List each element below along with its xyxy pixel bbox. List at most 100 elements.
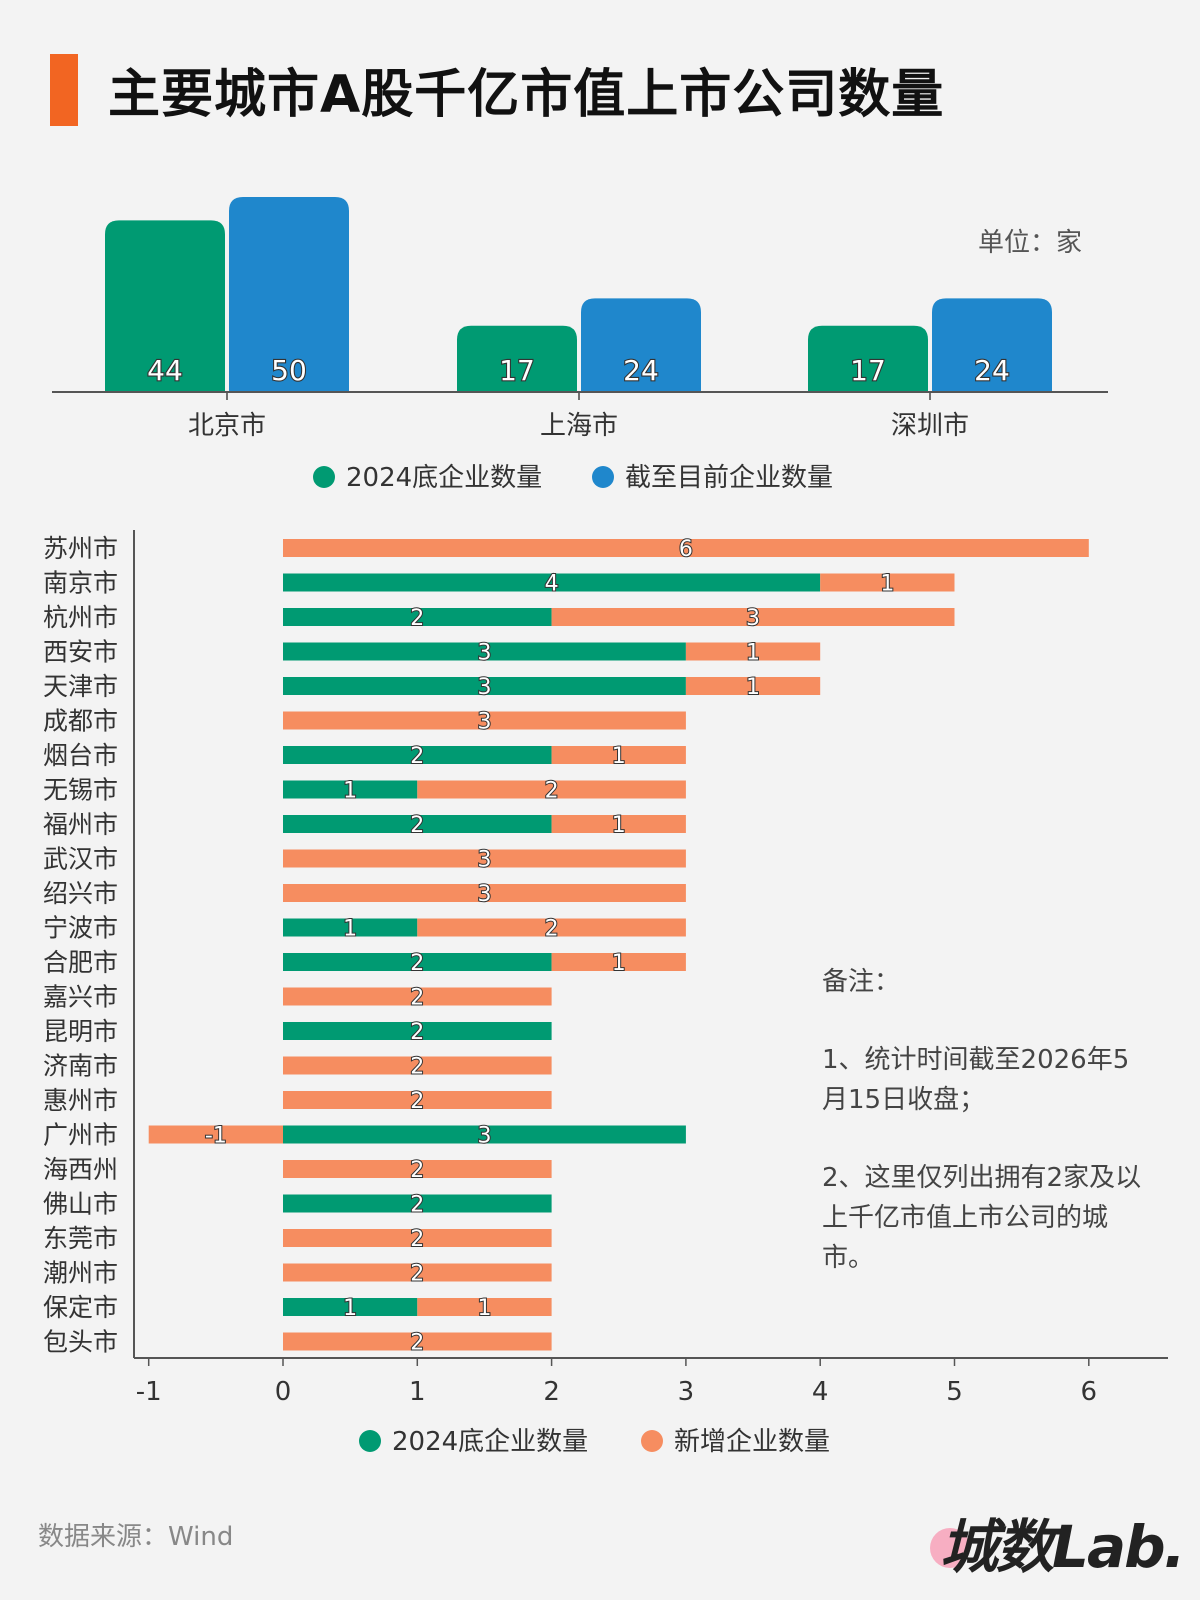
bar-new xyxy=(283,1160,552,1178)
category-label: 深圳市 xyxy=(891,411,969,441)
bar-new-label: 3 xyxy=(477,848,491,873)
bar-2024-label: 3 xyxy=(477,641,491,666)
bar-2024-label: 4 xyxy=(545,572,559,597)
city-label: 惠州市 xyxy=(43,1086,118,1115)
note-heading: 备注： xyxy=(822,967,901,997)
data-label: 17 xyxy=(499,354,535,387)
bar-new xyxy=(148,1125,283,1144)
bar xyxy=(932,298,1052,392)
city-label: 绍兴市 xyxy=(43,879,118,908)
bar-new xyxy=(283,1229,552,1247)
bar-new-label: 1 xyxy=(746,641,760,666)
bar-new-label: 1 xyxy=(612,813,626,838)
bar-2024 xyxy=(283,1022,552,1040)
city-label: 烟台市 xyxy=(43,741,118,770)
bar-new xyxy=(685,642,821,661)
bar-new xyxy=(283,987,552,1006)
bar xyxy=(105,220,225,392)
city-label: 包头市 xyxy=(43,1328,118,1357)
data-label: 24 xyxy=(974,354,1010,387)
city-label: 潮州市 xyxy=(43,1259,118,1288)
data-label: 17 xyxy=(850,354,886,387)
legend-swatch-green xyxy=(313,466,335,488)
x-tick-label: 1 xyxy=(409,1377,426,1407)
bottom-stacked-bar-chart: 苏州市 6 南京市 4 1 杭州市 2 3 西安市 3 1 天津市 3 1 成都市 3 烟台市 2 1 无锡市 1 2 福州… xyxy=(43,530,1168,1457)
note-line-1: 1、统计时间截至2026年5月15日收盘； xyxy=(822,1045,1130,1115)
legend-label: 2024底企业数量 xyxy=(346,463,542,493)
x-tick-label: 0 xyxy=(275,1377,292,1407)
bar-2024-label: 2 xyxy=(410,1193,424,1218)
legend-label: 2024底企业数量 xyxy=(392,1427,588,1457)
legend-swatch-blue xyxy=(592,466,614,488)
logo-dot xyxy=(930,1528,970,1568)
bar-2024 xyxy=(283,573,821,592)
page-title: 主要城市A股千亿市值上市公司数量 xyxy=(108,65,945,125)
city-label: 嘉兴市 xyxy=(43,983,118,1012)
x-tick-label: 2 xyxy=(543,1377,560,1407)
bar-new-label: 2 xyxy=(410,1158,424,1183)
city-label: 昆明市 xyxy=(43,1017,118,1046)
bar-2024-label: 2 xyxy=(410,1020,424,1045)
bar-2024-label: 2 xyxy=(410,606,424,631)
city-label: 苏州市 xyxy=(43,534,118,563)
x-tick-label: 4 xyxy=(812,1377,829,1407)
bar-new-label: 1 xyxy=(746,675,760,700)
city-label: 保定市 xyxy=(43,1293,118,1322)
bar-new xyxy=(417,780,686,799)
city-label: 广州市 xyxy=(43,1121,118,1150)
bar-new-label: 2 xyxy=(410,1227,424,1252)
bar-new-label: 1 xyxy=(612,744,626,769)
bar-new-label: 3 xyxy=(477,710,491,735)
bar-new xyxy=(283,1332,552,1351)
bar-new-label: 1 xyxy=(612,951,626,976)
bar-2024 xyxy=(283,918,418,937)
bar-new-label: 2 xyxy=(545,779,559,804)
bar-2024 xyxy=(283,815,552,833)
bar-new xyxy=(417,1298,552,1316)
bar-2024-label: 1 xyxy=(343,779,357,804)
bar-new xyxy=(551,815,686,833)
x-tick-label: 5 xyxy=(946,1377,963,1407)
bar-new xyxy=(283,1263,552,1282)
city-label: 杭州市 xyxy=(43,603,118,632)
bar xyxy=(581,298,701,392)
x-tick-label: -1 xyxy=(136,1377,162,1407)
bar-new-label: 2 xyxy=(410,1262,424,1287)
bar-new xyxy=(820,573,955,592)
bar-new xyxy=(417,918,686,937)
bar-new-label: 2 xyxy=(410,1055,424,1080)
bar-new-label: -1 xyxy=(205,1124,227,1149)
city-label: 南京市 xyxy=(43,569,118,598)
category-label: 北京市 xyxy=(188,411,266,441)
bar-2024 xyxy=(283,746,552,764)
city-label: 佛山市 xyxy=(43,1190,118,1219)
bar-new-label: 2 xyxy=(545,917,559,942)
bar-new-label: 2 xyxy=(410,1089,424,1114)
bar-new-label: 6 xyxy=(679,537,693,562)
bar-new xyxy=(283,884,686,902)
note-line-2: 2、这里仅列出拥有2家及以上千亿市值上市公司的城市。 xyxy=(822,1163,1142,1273)
city-label: 天津市 xyxy=(43,672,118,701)
city-label: 海西州 xyxy=(43,1155,118,1184)
bar-new-label: 3 xyxy=(477,882,491,907)
bar-2024 xyxy=(283,1298,418,1316)
bar xyxy=(229,197,349,392)
bar-new xyxy=(283,711,686,730)
bar-2024-label: 2 xyxy=(410,951,424,976)
legend-swatch-green xyxy=(359,1430,381,1452)
bar-2024-label: 1 xyxy=(343,1296,357,1321)
bar xyxy=(808,325,928,392)
bar-2024 xyxy=(283,953,552,971)
bar-2024-label: 3 xyxy=(477,1124,491,1149)
data-source: 数据来源：Wind xyxy=(38,1522,234,1552)
bar-2024 xyxy=(283,608,552,626)
bar-new xyxy=(551,608,955,626)
city-label: 宁波市 xyxy=(43,914,118,943)
bar-new-label: 3 xyxy=(746,606,760,631)
bar xyxy=(457,325,577,392)
data-label: 50 xyxy=(271,354,307,387)
data-label: 24 xyxy=(623,354,659,387)
legend-label: 新增企业数量 xyxy=(674,1427,830,1457)
brand-logo: 城数Lab. xyxy=(940,1513,1186,1581)
